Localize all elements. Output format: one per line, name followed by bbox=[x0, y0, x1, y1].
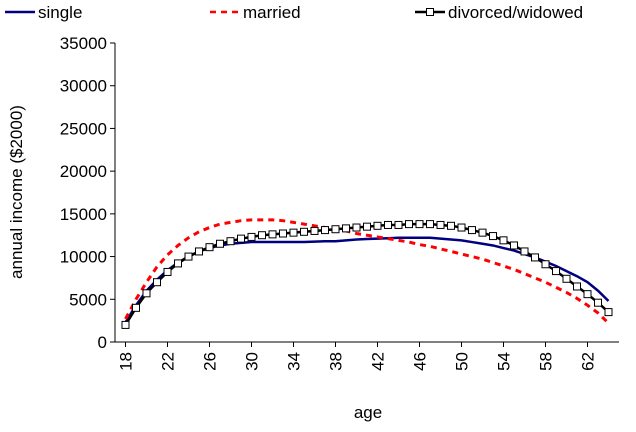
point-marker bbox=[132, 303, 140, 312]
point-marker bbox=[468, 226, 476, 235]
point-marker bbox=[394, 220, 403, 229]
point-marker bbox=[510, 241, 518, 250]
x-tick-label: 50 bbox=[453, 352, 472, 371]
x-tick-label: 22 bbox=[159, 352, 178, 371]
point-marker bbox=[562, 274, 571, 283]
point-marker bbox=[142, 289, 151, 298]
x-axis-label: age bbox=[354, 403, 382, 422]
legend-label: single bbox=[38, 3, 82, 22]
y-tick-label: 10000 bbox=[60, 248, 107, 267]
point-marker bbox=[321, 226, 329, 235]
series-line bbox=[124, 218, 610, 325]
x-tick-label: 26 bbox=[201, 352, 220, 371]
point-marker bbox=[331, 225, 340, 234]
point-marker bbox=[552, 267, 560, 276]
legend-label: divorced/widowed bbox=[448, 3, 583, 22]
point-marker bbox=[174, 259, 182, 268]
point-marker bbox=[583, 290, 592, 299]
x-tick-label: 42 bbox=[369, 352, 388, 371]
point-marker bbox=[457, 223, 466, 232]
x-tick-label: 46 bbox=[411, 352, 430, 371]
point-marker bbox=[121, 320, 130, 329]
point-marker bbox=[447, 221, 455, 230]
x-tick-label: 30 bbox=[243, 352, 262, 371]
point-marker bbox=[489, 232, 497, 241]
point-marker bbox=[300, 227, 308, 236]
point-marker bbox=[436, 220, 445, 229]
point-marker bbox=[384, 220, 392, 229]
y-tick-label: 15000 bbox=[60, 205, 107, 224]
x-tick-label: 38 bbox=[327, 352, 346, 371]
y-tick-label: 20000 bbox=[60, 162, 107, 181]
point-marker bbox=[258, 231, 266, 240]
x-tick-label: 18 bbox=[117, 352, 136, 371]
x-tick-label: 54 bbox=[495, 352, 514, 371]
point-marker bbox=[279, 229, 287, 238]
legend-marker bbox=[426, 8, 434, 16]
point-marker bbox=[352, 223, 361, 232]
y-tick-label: 30000 bbox=[60, 77, 107, 96]
point-marker bbox=[310, 226, 319, 235]
y-tick-label: 0 bbox=[98, 333, 107, 352]
point-marker bbox=[184, 252, 193, 261]
point-marker bbox=[226, 237, 235, 246]
point-marker bbox=[289, 228, 298, 237]
point-marker bbox=[247, 232, 256, 241]
point-marker bbox=[153, 278, 161, 287]
x-tick-label: 58 bbox=[537, 352, 556, 371]
point-marker bbox=[573, 282, 581, 291]
point-marker bbox=[604, 308, 613, 317]
y-axis-label: annual income ($2000) bbox=[7, 105, 26, 279]
point-marker bbox=[195, 247, 203, 256]
point-marker bbox=[478, 228, 487, 237]
y-tick-label: 25000 bbox=[60, 119, 107, 138]
point-marker bbox=[163, 267, 172, 276]
point-marker bbox=[237, 234, 245, 243]
point-marker bbox=[363, 222, 371, 231]
x-tick-label: 62 bbox=[579, 352, 598, 371]
legend-label: married bbox=[243, 3, 301, 22]
y-tick-label: 35000 bbox=[60, 34, 107, 53]
x-tick-label: 34 bbox=[285, 352, 304, 371]
point-marker bbox=[216, 239, 224, 248]
point-marker bbox=[268, 230, 277, 239]
point-marker bbox=[541, 260, 550, 269]
point-marker bbox=[373, 221, 382, 230]
y-tick-label: 5000 bbox=[69, 290, 107, 309]
point-marker bbox=[415, 220, 424, 229]
point-marker bbox=[426, 220, 434, 229]
point-marker bbox=[342, 224, 350, 233]
point-marker bbox=[205, 243, 214, 252]
point-marker bbox=[499, 236, 508, 245]
point-marker bbox=[405, 220, 413, 229]
point-marker bbox=[594, 298, 602, 307]
point-marker bbox=[531, 253, 539, 262]
point-marker bbox=[520, 247, 529, 256]
